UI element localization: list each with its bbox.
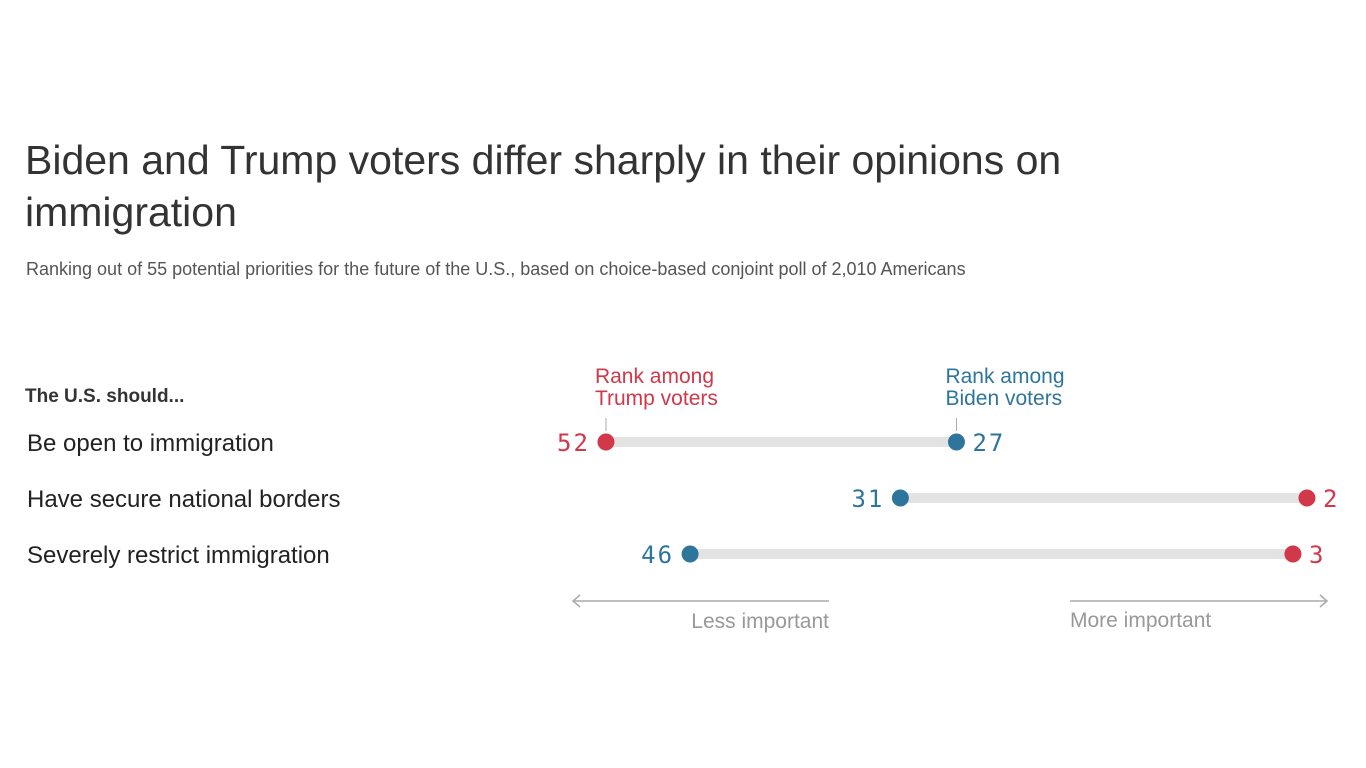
category-label: Severely restrict immigration	[27, 542, 330, 569]
left-arrow-icon	[571, 594, 581, 608]
trump-point	[597, 433, 615, 451]
trump-point	[1298, 489, 1316, 507]
biden-value-label: 27	[972, 429, 1005, 457]
biden-point	[947, 433, 965, 451]
series-label: Rank among	[945, 365, 1064, 388]
category-label: Have secure national borders	[27, 486, 341, 513]
trump-point	[1284, 545, 1302, 563]
more-important-label: More important	[1070, 609, 1211, 632]
biden-value-label: 31	[851, 485, 884, 513]
biden-value-label: 46	[641, 541, 674, 569]
chart-subtitle: Ranking out of 55 potential priorities f…	[26, 259, 966, 279]
series-label: Trump voters	[595, 387, 718, 410]
row-header: The U.S. should...	[25, 386, 184, 407]
trump-value-label: 52	[557, 429, 590, 457]
less-important-label: Less important	[691, 610, 829, 633]
series-label: Rank among	[595, 365, 714, 388]
biden-point	[891, 489, 909, 507]
biden-point	[681, 545, 699, 563]
trump-value-label: 2	[1323, 485, 1339, 513]
category-label: Be open to immigration	[27, 430, 274, 457]
trump-value-label: 3	[1309, 541, 1325, 569]
chart-title: Biden and Trump voters differ sharply in…	[25, 137, 1062, 235]
series-label: Biden voters	[945, 387, 1062, 410]
right-arrow-icon	[1319, 594, 1329, 608]
